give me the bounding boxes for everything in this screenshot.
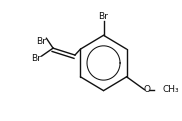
- Text: Br: Br: [37, 37, 46, 46]
- Text: CH₃: CH₃: [163, 85, 179, 94]
- Text: O: O: [144, 85, 151, 94]
- Text: Br: Br: [99, 12, 108, 21]
- Text: Br: Br: [31, 53, 41, 63]
